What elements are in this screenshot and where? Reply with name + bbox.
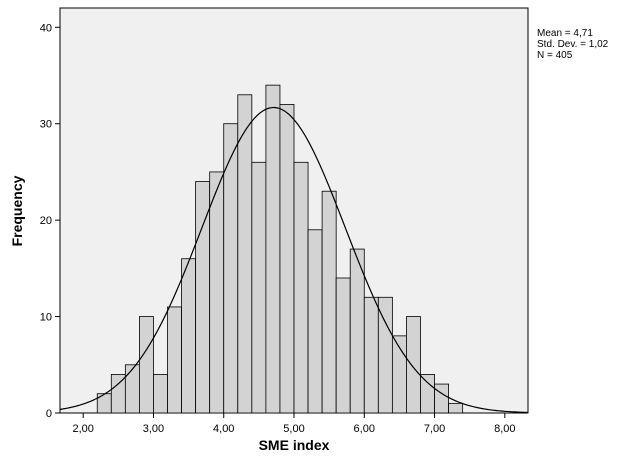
histogram-bar xyxy=(153,374,168,414)
y-tick-label: 0 xyxy=(46,408,52,420)
histogram-bar xyxy=(279,104,295,414)
histogram-bar xyxy=(434,383,449,414)
histogram-bar xyxy=(209,171,225,414)
y-tick-label: 40 xyxy=(40,22,52,34)
histogram-bar xyxy=(420,374,435,414)
y-axis-title: Frequency xyxy=(9,175,25,246)
histogram-bar xyxy=(181,258,197,414)
x-tick-label: 5,00 xyxy=(283,423,304,435)
bars-group xyxy=(96,84,464,414)
stat-n: N = 405 xyxy=(537,50,573,61)
stat-mean: Mean = 4,71 xyxy=(537,28,593,39)
x-tick-label: 7,00 xyxy=(424,423,445,435)
histogram-bar xyxy=(110,374,126,414)
histogram-bar xyxy=(237,94,253,414)
x-axis-title: SME index xyxy=(259,437,330,453)
stat-std-dev: Std. Dev. = 1,02 xyxy=(537,39,609,50)
histogram-bar xyxy=(195,181,211,414)
histogram-bar xyxy=(293,161,309,414)
histogram-bar xyxy=(363,296,379,414)
histogram-bar xyxy=(265,84,281,414)
y-tick-label: 20 xyxy=(40,215,52,227)
x-tick-label: 3,00 xyxy=(143,423,164,435)
histogram-bar xyxy=(321,190,337,414)
histogram-bar xyxy=(406,316,421,414)
x-tick-label: 6,00 xyxy=(354,423,375,435)
y-axis: 0 10 20 30 40 xyxy=(40,22,60,420)
x-tick-label: 8,00 xyxy=(494,423,515,435)
histogram-bar xyxy=(377,296,393,414)
normal-curve xyxy=(59,106,529,414)
histogram-bar xyxy=(307,229,323,414)
histogram-bar xyxy=(124,364,140,414)
histogram-bar xyxy=(139,316,154,414)
histogram-bar xyxy=(448,402,464,414)
y-tick-label: 10 xyxy=(40,312,52,324)
histogram-bar xyxy=(251,161,267,414)
x-axis: 2,00 3,00 4,00 5,00 6,00 7,00 8,00 xyxy=(72,413,516,435)
y-tick-label: 30 xyxy=(40,119,52,131)
histogram-bar xyxy=(335,277,351,414)
x-tick-label: 4,00 xyxy=(213,423,234,435)
histogram-bar xyxy=(167,306,182,414)
histogram-bar xyxy=(349,248,365,414)
x-tick-label: 2,00 xyxy=(72,423,93,435)
